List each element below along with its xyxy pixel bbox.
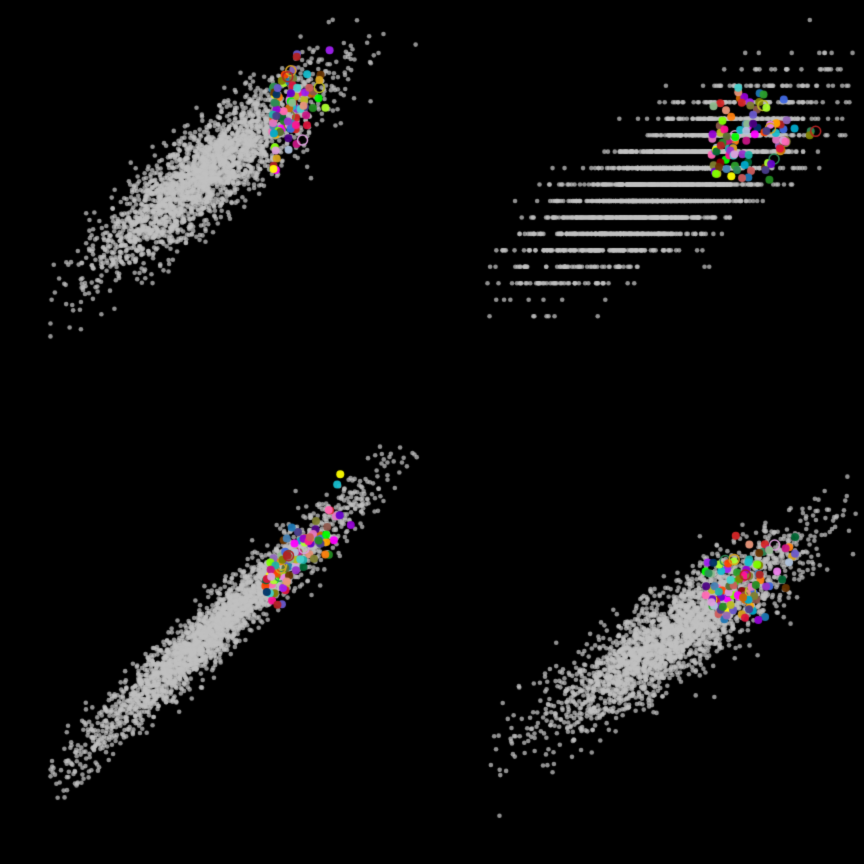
scatter-grid xyxy=(0,0,864,864)
scatter-canvas xyxy=(0,0,864,864)
